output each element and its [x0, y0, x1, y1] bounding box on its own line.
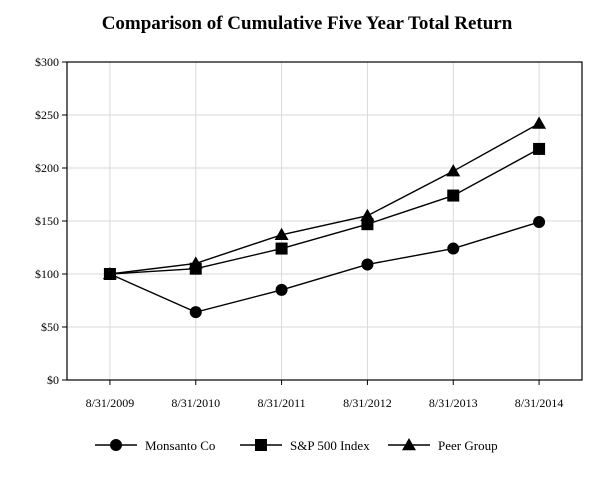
legend-marker-s-p-500-index [255, 439, 267, 451]
axes: $0 $50 $100 $150 $200 $250 $300 8/31/2009 8/31/2… [35, 55, 583, 410]
legend-marker-monsanto-co [110, 439, 122, 451]
data-point-monsanto-co [533, 216, 546, 229]
y-tick-label: $100 [35, 267, 59, 281]
data-point-s-p-500-index [361, 218, 374, 231]
series-lines [102, 116, 547, 319]
legend-label-monsanto-co: Monsanto Co [145, 438, 215, 453]
data-point-s-p-500-index [447, 189, 460, 202]
data-point-monsanto-co [189, 306, 202, 319]
data-point-peer-group [102, 267, 117, 280]
x-tick-label: 8/31/2013 [429, 396, 478, 410]
plot-frame [66, 61, 583, 381]
data-point-peer-group [274, 227, 289, 241]
data-point-monsanto-co [275, 283, 288, 296]
x-tick-label: 8/31/2009 [86, 396, 135, 410]
legend-label-peer-group: Peer Group [438, 438, 498, 453]
series-line-peer-group [109, 122, 540, 275]
chart-title: Comparison of Cumulative Five Year Total… [102, 13, 513, 34]
legend-marker-peer-group [402, 438, 416, 451]
series-line-s-p-500-index [109, 148, 540, 275]
data-point-s-p-500-index [533, 142, 546, 155]
x-tick-label: 8/31/2014 [515, 396, 564, 410]
x-tick-label: 8/31/2010 [171, 396, 220, 410]
x-tick-label: 8/31/2011 [257, 396, 305, 410]
data-point-peer-group [188, 256, 203, 269]
legend: Monsanto Co S&P 500 Index Peer Group [95, 438, 498, 453]
data-point-monsanto-co [447, 242, 460, 255]
data-point-peer-group [446, 164, 461, 177]
y-tick-label: $250 [35, 108, 59, 122]
data-point-peer-group [532, 116, 547, 129]
y-tick-label: $300 [35, 55, 59, 69]
data-point-s-p-500-index [275, 242, 288, 255]
y-tick-label: $0 [47, 373, 59, 387]
gridlines [67, 62, 582, 380]
series-line-monsanto-co [109, 221, 540, 313]
data-point-monsanto-co [361, 258, 374, 271]
y-tick-label: $150 [35, 214, 59, 228]
data-point-peer-group [360, 208, 375, 221]
y-tick-label: $50 [41, 320, 59, 334]
x-tick-label: 8/31/2012 [343, 396, 392, 410]
legend-label-s-p-500-index: S&P 500 Index [290, 438, 370, 453]
y-tick-label: $200 [35, 161, 59, 175]
